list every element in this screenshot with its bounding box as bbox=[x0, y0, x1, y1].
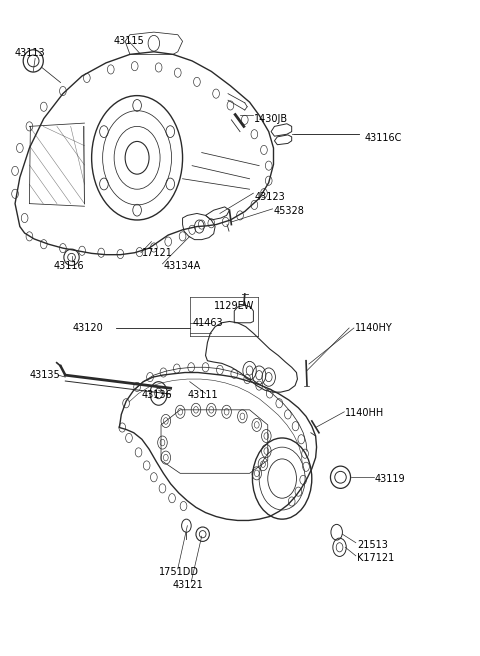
Text: 1140HY: 1140HY bbox=[355, 323, 393, 333]
Text: 43135: 43135 bbox=[29, 370, 60, 380]
Text: 1140HH: 1140HH bbox=[345, 408, 384, 418]
Text: 21513: 21513 bbox=[357, 541, 388, 550]
Text: 1430JB: 1430JB bbox=[254, 113, 288, 123]
Text: 41463: 41463 bbox=[192, 318, 223, 328]
Text: 45328: 45328 bbox=[274, 207, 304, 216]
Text: 43116: 43116 bbox=[53, 261, 84, 271]
Text: 43123: 43123 bbox=[254, 192, 285, 202]
Text: 1751DD: 1751DD bbox=[158, 567, 199, 577]
Text: 43136: 43136 bbox=[142, 390, 172, 400]
Text: 43115: 43115 bbox=[113, 36, 144, 47]
Text: K17121: K17121 bbox=[357, 554, 395, 564]
Text: 43111: 43111 bbox=[187, 390, 218, 400]
Text: 43113: 43113 bbox=[15, 48, 46, 58]
Text: 43116C: 43116C bbox=[364, 133, 402, 143]
Text: 43119: 43119 bbox=[375, 474, 406, 483]
Text: 43134A: 43134A bbox=[163, 261, 201, 271]
Text: 17121: 17121 bbox=[142, 248, 173, 258]
Text: 43121: 43121 bbox=[173, 580, 204, 590]
Text: 1129EW: 1129EW bbox=[214, 301, 254, 312]
Text: 43120: 43120 bbox=[72, 323, 103, 333]
